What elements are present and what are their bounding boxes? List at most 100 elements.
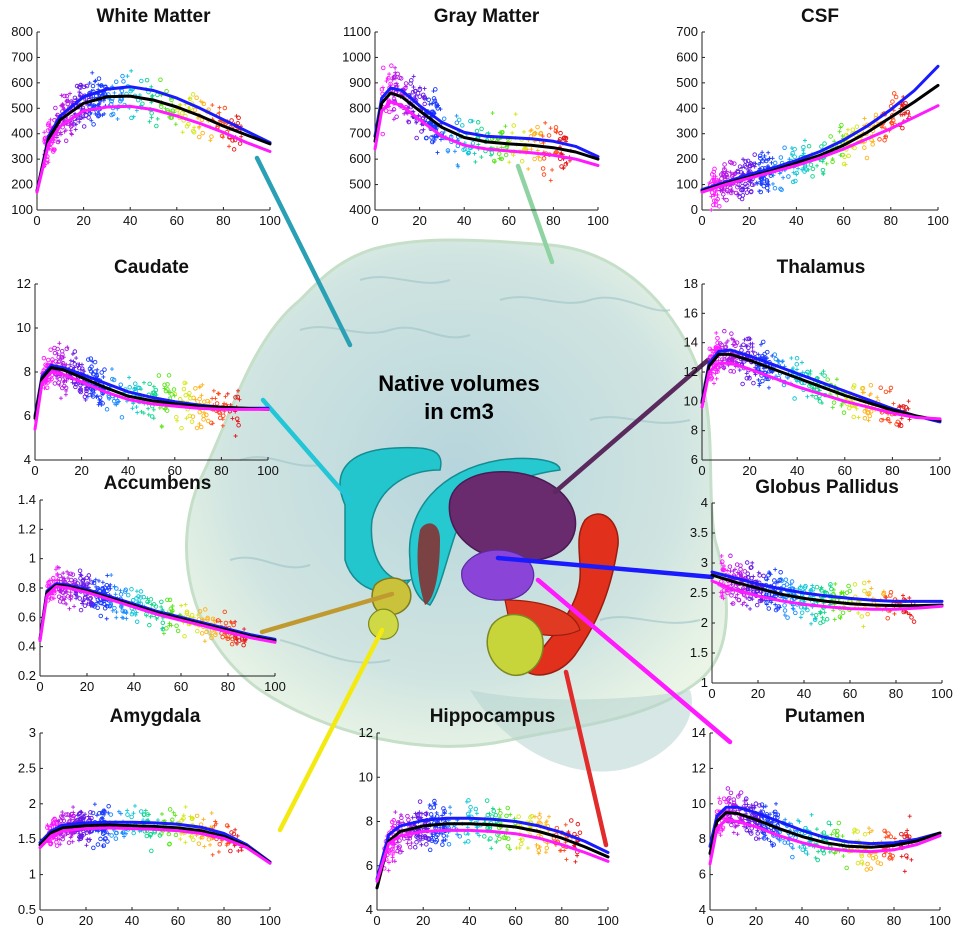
scatter-point: [809, 621, 814, 626]
scatter-point: [403, 81, 409, 86]
scatter-point: [710, 178, 715, 184]
scatter-point: [194, 95, 199, 100]
scatter-point: [77, 93, 82, 98]
scatter-point: [790, 366, 795, 371]
scatter-point: [424, 135, 429, 141]
scatter-point: [708, 354, 713, 359]
scatter-point: [748, 341, 753, 346]
scatter-point: [217, 410, 223, 416]
scatter-point: [408, 81, 413, 86]
scatter-point: [159, 599, 164, 605]
scatter-point: [54, 840, 59, 845]
scatter-point: [173, 832, 179, 838]
scatter-point: [414, 135, 419, 141]
scatter-point: [846, 583, 851, 589]
scatter-point: [842, 154, 847, 160]
scatter-point: [839, 590, 844, 595]
scatter-point: [71, 805, 76, 810]
y-tick-label: 1.4: [18, 492, 36, 507]
scatter-point: [165, 382, 170, 387]
scatter-point: [794, 172, 799, 177]
scatter-point: [466, 832, 471, 837]
scatter-point: [90, 370, 95, 375]
x-tick-label: 60: [838, 463, 852, 478]
scatter-point: [532, 156, 537, 162]
scatter-point: [199, 631, 205, 636]
scatter-point: [92, 802, 97, 807]
scatter-point: [183, 602, 188, 607]
scatter-point: [728, 170, 733, 175]
x-tick-label: 100: [587, 213, 609, 228]
scatter-point: [413, 88, 418, 94]
scatter-point: [839, 122, 844, 128]
scatter-point: [789, 356, 794, 361]
scatter-point: [738, 170, 744, 175]
scatter-point: [187, 390, 192, 396]
scatter-point: [801, 151, 806, 156]
scatter-point: [761, 573, 766, 579]
scatter-point: [141, 594, 146, 600]
scatter-point: [489, 150, 495, 156]
scatter-point: [100, 586, 105, 591]
scatter-point: [461, 147, 466, 152]
scatter-point: [892, 836, 897, 841]
scatter-point: [118, 382, 123, 387]
scatter-point: [888, 120, 893, 125]
scatter-point: [116, 399, 121, 404]
y-tick-label: 1000: [342, 49, 371, 64]
scatter-point: [760, 378, 765, 384]
scatter-point: [721, 196, 726, 201]
scatter-point: [808, 162, 814, 167]
scatter-point: [202, 844, 207, 849]
scatter-point: [203, 607, 208, 612]
scatter-point: [66, 576, 71, 581]
scatter-point: [427, 803, 432, 808]
scatter-point: [48, 117, 53, 122]
scatter-point: [164, 408, 170, 413]
x-tick-label: 80: [217, 913, 231, 928]
scatter-point: [750, 349, 755, 354]
fit-line-series-2: [38, 585, 277, 644]
scatter-point: [200, 100, 205, 105]
scatter-point: [906, 399, 911, 404]
scatter-point: [789, 146, 794, 151]
scatter-point: [805, 394, 810, 399]
scatter-point: [472, 151, 477, 156]
scatter-point: [885, 416, 891, 422]
panel-title: Amygdala: [110, 706, 201, 727]
scatter-point: [182, 634, 187, 639]
panel-title: Putamen: [785, 706, 865, 727]
scatter-point: [432, 137, 437, 142]
scatter-point: [709, 190, 715, 195]
connector-accumbens: [259, 591, 395, 635]
scatter-point: [197, 385, 202, 390]
scatter-point: [230, 138, 235, 143]
y-tick-label: 100: [676, 177, 698, 192]
scatter-point: [503, 152, 509, 158]
scatter-point: [92, 359, 98, 365]
scatter-point: [158, 77, 163, 83]
scatter-point: [431, 96, 437, 101]
fit-line-series-0: [373, 86, 600, 159]
scatter-point: [754, 180, 759, 185]
scatter-point: [830, 157, 835, 162]
y-tick-label: 700: [11, 49, 33, 64]
scatter-point: [201, 817, 206, 822]
scatter-point: [722, 328, 727, 334]
scatter-point: [546, 814, 551, 819]
scatter-point: [717, 800, 723, 805]
scatter-point: [711, 202, 716, 208]
scatter-point: [96, 578, 101, 583]
scatter-point: [839, 403, 844, 408]
scatter-point: [891, 401, 896, 406]
scatter-point: [102, 605, 108, 611]
scatter-point: [184, 416, 189, 421]
scatter-point: [757, 573, 762, 578]
y-tick-label: 1: [29, 867, 36, 882]
y-tick-label: 900: [349, 75, 371, 90]
y-tick-label: 12: [692, 760, 706, 775]
scatter-point: [159, 811, 164, 816]
x-tick-label: 20: [80, 679, 94, 694]
scatter-point: [137, 385, 142, 391]
scatter-point: [54, 135, 59, 140]
